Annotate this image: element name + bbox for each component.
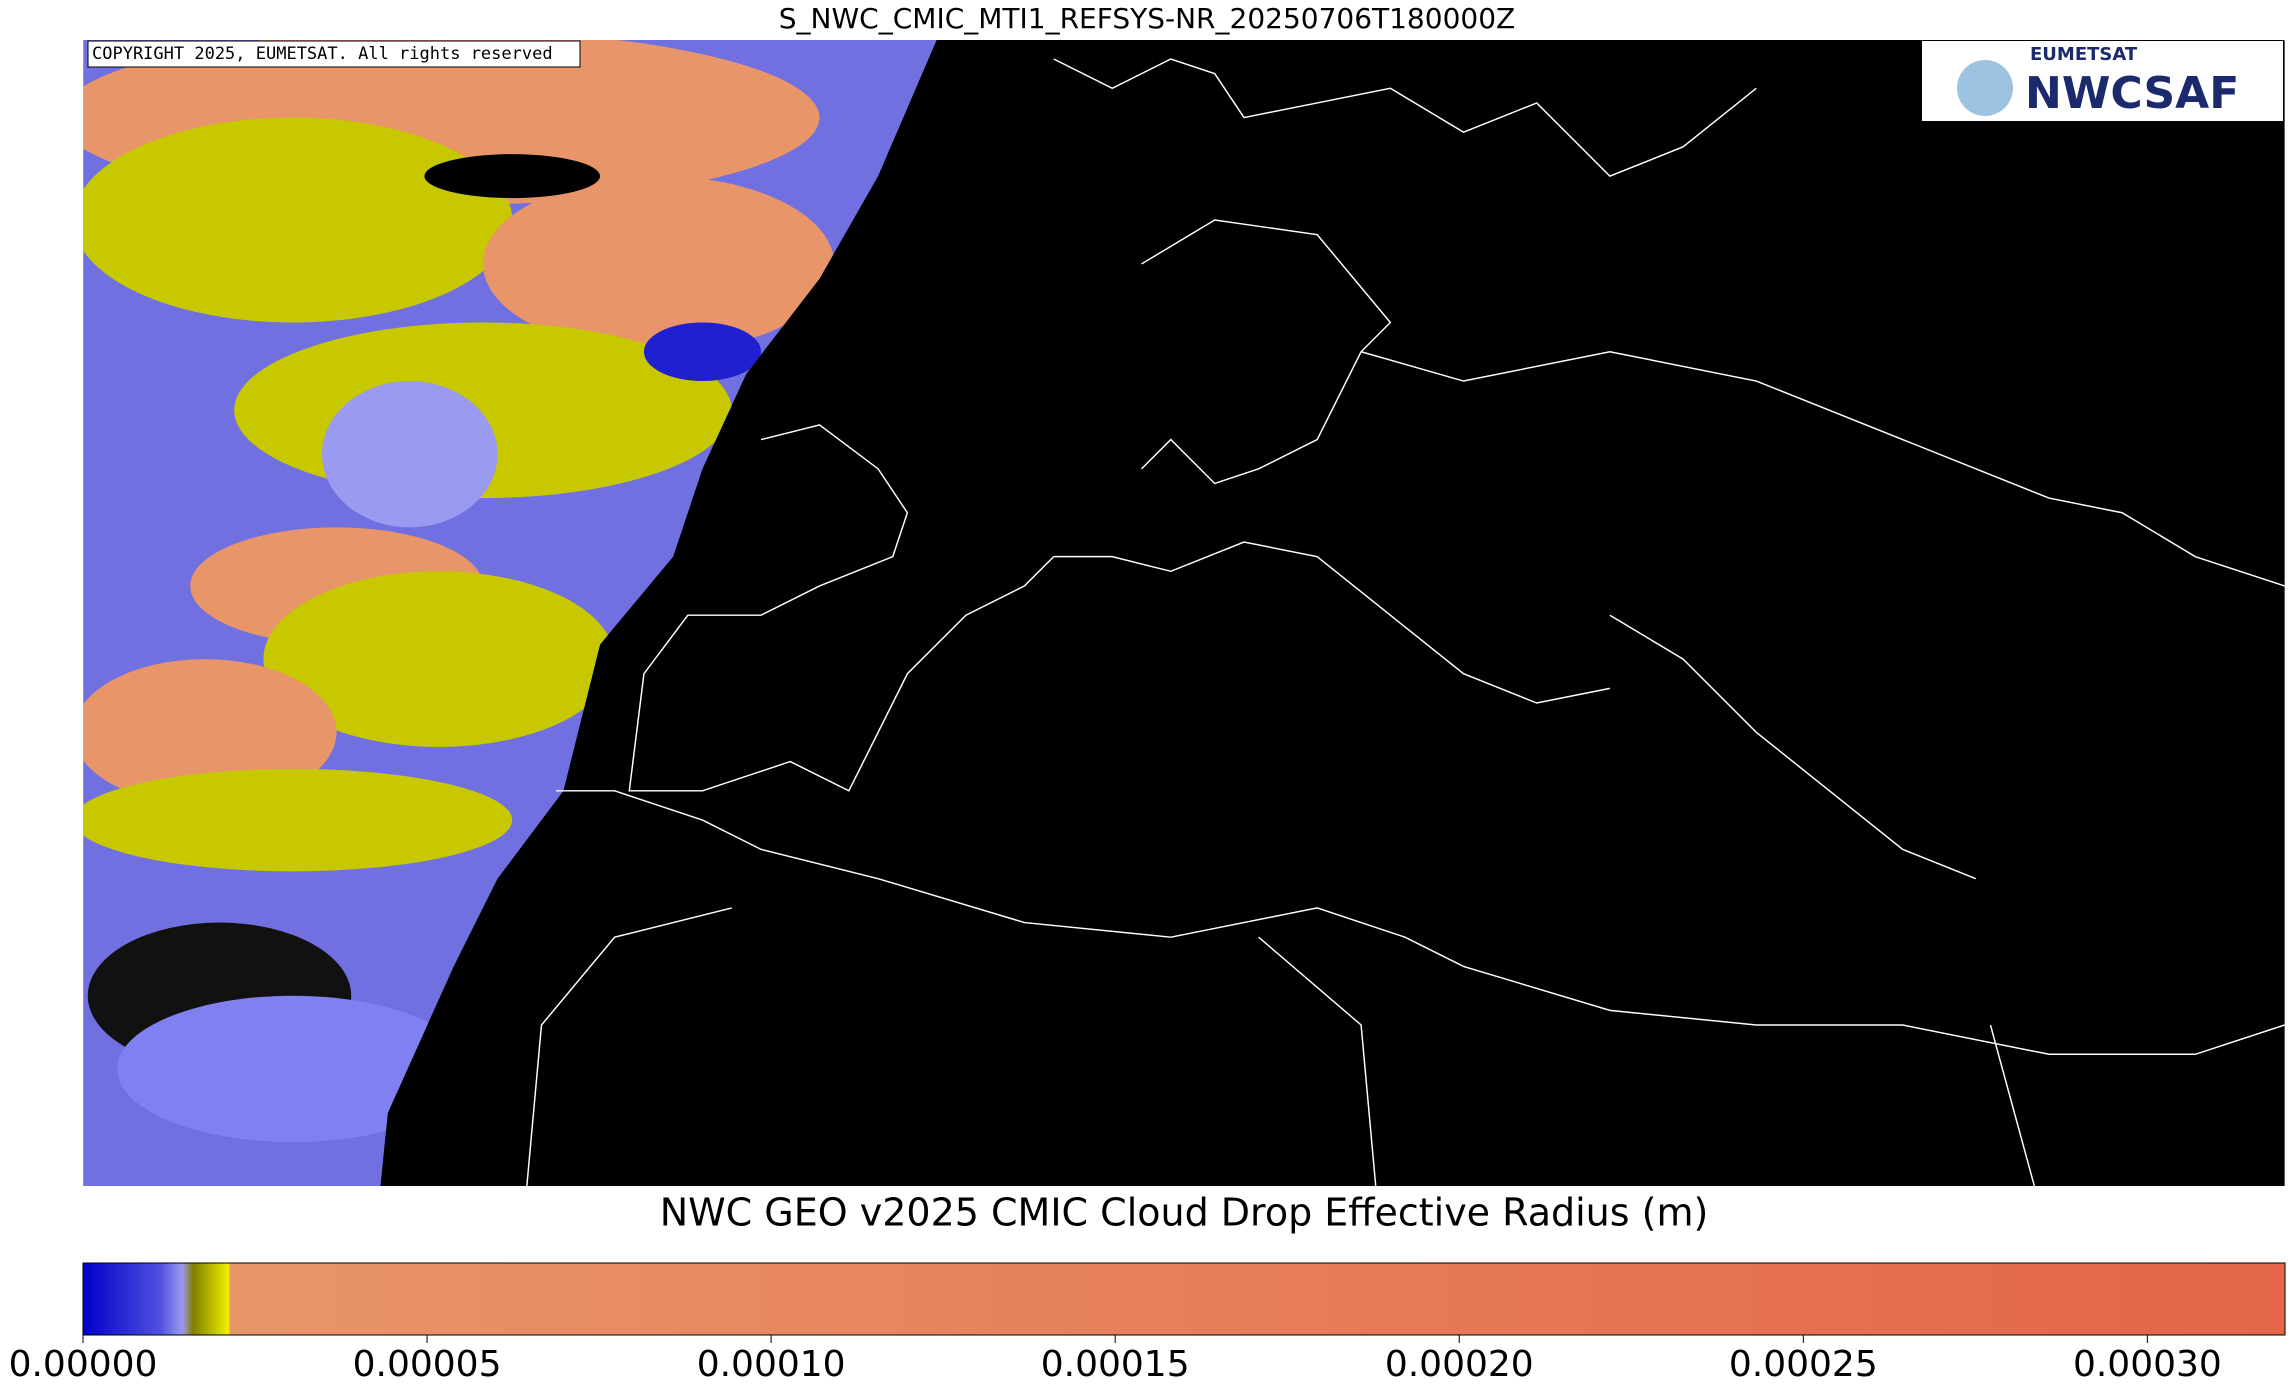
colorbar bbox=[82, 1262, 2286, 1336]
colorbar-tick-label: 0.00010 bbox=[697, 1344, 846, 1385]
colorbar-tick-label: 0.00005 bbox=[353, 1344, 502, 1385]
colorbar-tick-label: 0.00015 bbox=[1041, 1344, 1190, 1385]
copyright: COPYRIGHT 2025, EUMETSAT. All rights res… bbox=[92, 44, 553, 64]
colorbar-title: NWC GEO v2025 CMIC Cloud Drop Effective … bbox=[660, 1191, 1709, 1235]
borders bbox=[526, 58, 2285, 1186]
logo-top: EUMETSAT bbox=[2030, 44, 2138, 65]
title: S_NWC_CMIC_MTI1_REFSYS-NR_20250706T18000… bbox=[779, 2, 1515, 35]
colorbar-tick-label: 0.00030 bbox=[2073, 1344, 2222, 1385]
logo-icon bbox=[1957, 60, 2013, 116]
logo-main: NWCSAF bbox=[2025, 68, 2239, 119]
colorbar-tick-label: 0.00020 bbox=[1385, 1344, 1534, 1385]
map bbox=[83, 40, 2285, 1186]
colorbar-tick-label: 0.00025 bbox=[1729, 1344, 1878, 1385]
colorbar-tick-label: 0.00000 bbox=[9, 1344, 158, 1385]
copyright-box bbox=[87, 40, 581, 68]
